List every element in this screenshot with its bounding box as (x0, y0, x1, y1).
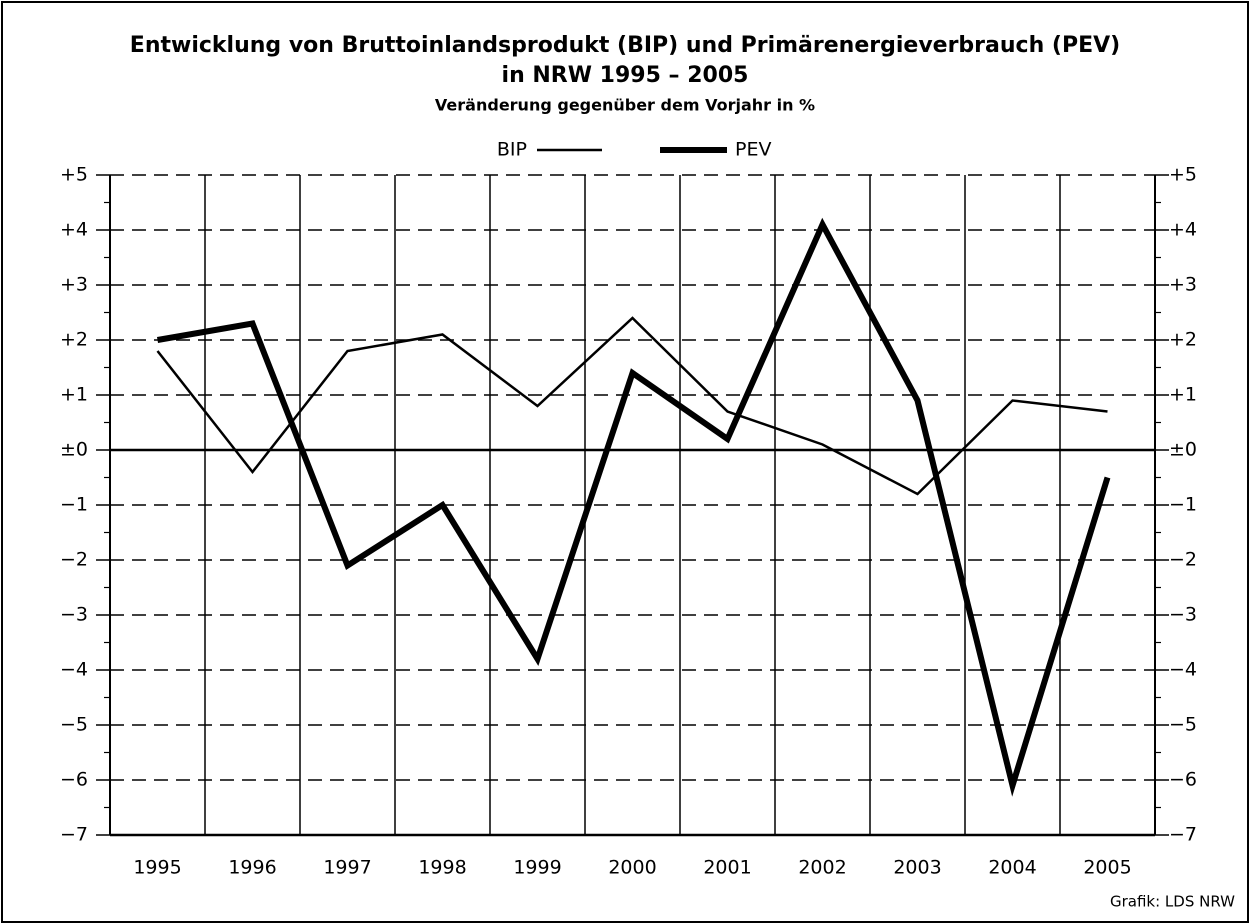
y2-tick-label: −4 (1169, 659, 1197, 681)
y2-tick-label: +1 (1169, 384, 1197, 406)
y-tick-label: +2 (60, 329, 88, 351)
y-tick-label: +3 (60, 274, 88, 296)
chart-title: Entwicklung von Bruttoinlandsprodukt (BI… (130, 33, 1120, 58)
y-tick-label: −1 (60, 494, 88, 516)
source: Grafik: LDS NRW (1110, 893, 1235, 911)
chart-subtitle: Veränderung gegenüber dem Vorjahr in % (435, 96, 815, 115)
chart-title: in NRW 1995 – 2005 (502, 63, 749, 88)
x-tick-label: 1999 (513, 857, 561, 879)
x-tick-label: 2003 (893, 857, 941, 879)
x-tick-label: 1998 (418, 857, 466, 879)
y2-tick-label: −5 (1169, 714, 1197, 736)
x-tick-label: 1997 (323, 857, 371, 879)
x-tick-label: 1996 (228, 857, 276, 879)
x-tick-label: 2004 (988, 857, 1036, 879)
y2-tick-label: +4 (1169, 219, 1197, 241)
legend-label: BIP (497, 139, 527, 161)
x-tick-label: 2005 (1083, 857, 1131, 879)
y-tick-label: −7 (60, 824, 88, 846)
x-tick-label: 2000 (608, 857, 656, 879)
y-tick-label: −3 (60, 604, 88, 626)
y2-tick-label: +2 (1169, 329, 1197, 351)
y2-tick-label: +3 (1169, 274, 1197, 296)
x-tick-label: 1995 (133, 857, 181, 879)
series-line (156, 217, 1111, 797)
y-tick-label: −6 (60, 769, 88, 791)
y2-tick-label: −3 (1169, 604, 1197, 626)
y2-tick-label: −1 (1169, 494, 1197, 516)
y-tick-label: −2 (60, 549, 88, 571)
legend-label: PEV (735, 139, 771, 161)
series-line (156, 316, 1108, 496)
y-tick-label: −4 (60, 659, 88, 681)
y2-tick-label: ±0 (1169, 439, 1197, 461)
y2-tick-label: +5 (1169, 164, 1197, 186)
y-tick-label: +5 (60, 164, 88, 186)
y-tick-label: −5 (60, 714, 88, 736)
x-tick-label: 2001 (703, 857, 751, 879)
y-tick-label: +4 (60, 219, 88, 241)
y2-tick-label: −2 (1169, 549, 1197, 571)
y-tick-label: +1 (60, 384, 88, 406)
y2-tick-label: −6 (1169, 769, 1197, 791)
x-tick-label: 2002 (798, 857, 846, 879)
y2-tick-label: −7 (1169, 824, 1197, 846)
y-tick-label: ±0 (60, 439, 88, 461)
